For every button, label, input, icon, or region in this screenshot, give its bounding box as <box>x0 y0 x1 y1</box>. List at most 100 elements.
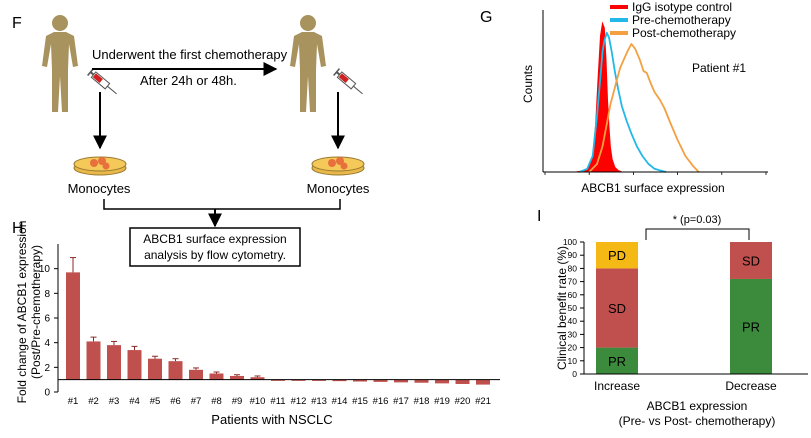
h-y-tick-label-1: 2 <box>44 363 50 374</box>
i-x-axis-label-line2: (Pre- vs Post- chemotherapy) <box>619 414 776 428</box>
h-x-tick-label-6: #6 <box>170 396 181 407</box>
i-y-tick-label-1: 10 <box>568 356 578 366</box>
h-x-tick-label-3: #3 <box>109 396 120 407</box>
h-bar-10 <box>250 377 265 380</box>
panel-i-letter: I <box>537 208 541 225</box>
legend-label-post: Post-chemotherapy <box>632 26 736 40</box>
legend-label-pre: Pre-chemotherapy <box>632 13 731 27</box>
i-segment-decrease-pr <box>730 278 772 374</box>
i-y-tick-label-3: 30 <box>568 329 578 339</box>
i-segment-label-increase-sd: SD <box>608 301 626 316</box>
h-bar-17 <box>394 379 408 383</box>
arrow-top-text: Underwent the first chemotherapy <box>92 47 288 62</box>
left-syringe-icon <box>86 67 121 99</box>
h-x-tick-label-21: #21 <box>475 396 491 407</box>
h-bar-4 <box>127 350 142 380</box>
h-axis-ticks: 0 2 4 6 8 10 <box>39 264 58 399</box>
i-x-tick-label-increase: Increase <box>594 379 640 393</box>
panel-g: G Counts ABCB1 surface expression Patien… <box>480 0 768 195</box>
h-bar-16 <box>373 379 388 382</box>
i-segment-increase-pd <box>596 242 638 269</box>
h-bar-3 <box>107 345 121 380</box>
i-y-tick-label-8: 80 <box>568 263 578 273</box>
h-x-tick-label-9: #9 <box>232 396 243 407</box>
analysis-box <box>129 227 301 267</box>
h-bar-18 <box>414 379 429 383</box>
h-x-tick-label-19: #19 <box>434 396 450 407</box>
legend-swatch-igg <box>610 5 628 9</box>
h-bar-1 <box>66 272 80 380</box>
h-y-tick-label-0: 0 <box>44 388 50 399</box>
h-x-tick-label-8: #8 <box>211 396 222 407</box>
h-x-tick-label-16: #16 <box>373 396 389 407</box>
i-axis-ticks: 0 10 20 30 40 50 60 70 80 90 100 <box>563 237 584 379</box>
legend-swatch-post <box>610 31 628 35</box>
left-dish-icon <box>73 156 127 176</box>
h-x-tick-label-17: #17 <box>393 396 409 407</box>
right-monocytes-label: Monocytes <box>307 181 370 196</box>
g-x-axis-label: ABCB1 surface expression <box>581 181 724 195</box>
h-bar-11 <box>271 379 285 381</box>
h-x-tick-label-7: #7 <box>191 396 202 407</box>
legend-label-igg: IgG isotype control <box>632 0 732 14</box>
h-x-tick-label-10: #10 <box>250 396 266 407</box>
panel-g-letter: G <box>480 9 492 26</box>
i-segment-label-increase-pd: PD <box>608 248 626 263</box>
h-bars: #1 #2 #3 #4 #5 #6 #7 #8 #9 #10 #11 #12 #13 #14 #15 #16 #… <box>66 257 491 407</box>
h-y-axis-label-line2: (Post/Pre-chemotherapy) <box>29 245 43 379</box>
g-patient-annotation: Patient #1 <box>692 61 746 75</box>
h-bar-8 <box>209 373 224 380</box>
i-segment-label-increase-pr: PR <box>608 354 626 369</box>
left-monocytes-label: Monocytes <box>68 181 131 196</box>
h-x-tick-label-14: #14 <box>332 396 348 407</box>
i-y-tick-label-5: 50 <box>568 303 578 313</box>
h-y-tick-label-4: 8 <box>44 289 50 300</box>
i-y-tick-label-9: 90 <box>568 250 578 260</box>
merge-bracket <box>103 199 341 210</box>
i-segment-increase-pr <box>596 347 638 374</box>
i-y-tick-label-0: 0 <box>572 369 577 379</box>
h-y-tick-label-2: 4 <box>44 338 50 349</box>
h-x-tick-label-13: #13 <box>311 396 327 407</box>
panel-f-letter: F <box>12 15 22 32</box>
h-bar-12 <box>291 379 306 381</box>
i-significance-bracket <box>645 228 750 240</box>
h-bar-19 <box>435 379 449 384</box>
h-x-tick-label-12: #12 <box>291 396 307 407</box>
h-bar-21 <box>476 379 490 385</box>
h-x-tick-label-11: #11 <box>270 396 285 407</box>
i-stacked-bars: PR SD PD Increase PR SD Decrease <box>594 242 777 393</box>
i-segment-increase-sd <box>596 268 638 348</box>
h-bar-7 <box>189 369 203 380</box>
h-bar-20 <box>455 379 470 384</box>
h-x-tick-label-18: #18 <box>414 396 430 407</box>
h-bar-15 <box>353 379 367 382</box>
panel-f: F Underwent the first chemotherapy After… <box>12 15 370 267</box>
i-y-tick-label-4: 40 <box>568 316 578 326</box>
g-series-pre-chemotherapy <box>579 31 667 173</box>
h-x-tick-label-20: #20 <box>455 396 471 407</box>
arrow-bottom-text: After 24h or 48h. <box>140 73 237 88</box>
left-person-figure <box>42 15 78 112</box>
right-person-figure <box>290 15 326 112</box>
i-y-tick-label-7: 70 <box>568 277 578 287</box>
h-bar-13 <box>312 379 326 381</box>
i-y-tick-label-6: 60 <box>568 290 578 300</box>
h-bar-14 <box>332 379 347 382</box>
h-x-tick-label-4: #4 <box>129 396 140 407</box>
i-y-axis-label: Clinical benefit rate (%) <box>555 246 569 370</box>
g-legend: IgG isotype control Pre-chemotherapy Pos… <box>610 0 736 40</box>
g-series-post-chemotherapy <box>588 43 700 173</box>
panel-h-letter: H <box>12 220 24 237</box>
h-y-axis-label-line1: Fold change of ABCB1 expression <box>15 221 29 404</box>
g-histogram-series <box>575 21 700 173</box>
g-y-axis-label: Counts <box>521 65 535 103</box>
h-bar-6 <box>168 361 183 380</box>
legend-swatch-pre <box>610 18 628 22</box>
h-bar-5 <box>148 358 162 380</box>
h-x-axis-label: Patients with NSCLC <box>211 412 332 427</box>
analysis-box-line1: ABCB1 surface expression <box>143 232 286 246</box>
h-x-tick-label-1: #1 <box>68 396 79 407</box>
h-y-tick-label-5: 10 <box>39 264 51 275</box>
